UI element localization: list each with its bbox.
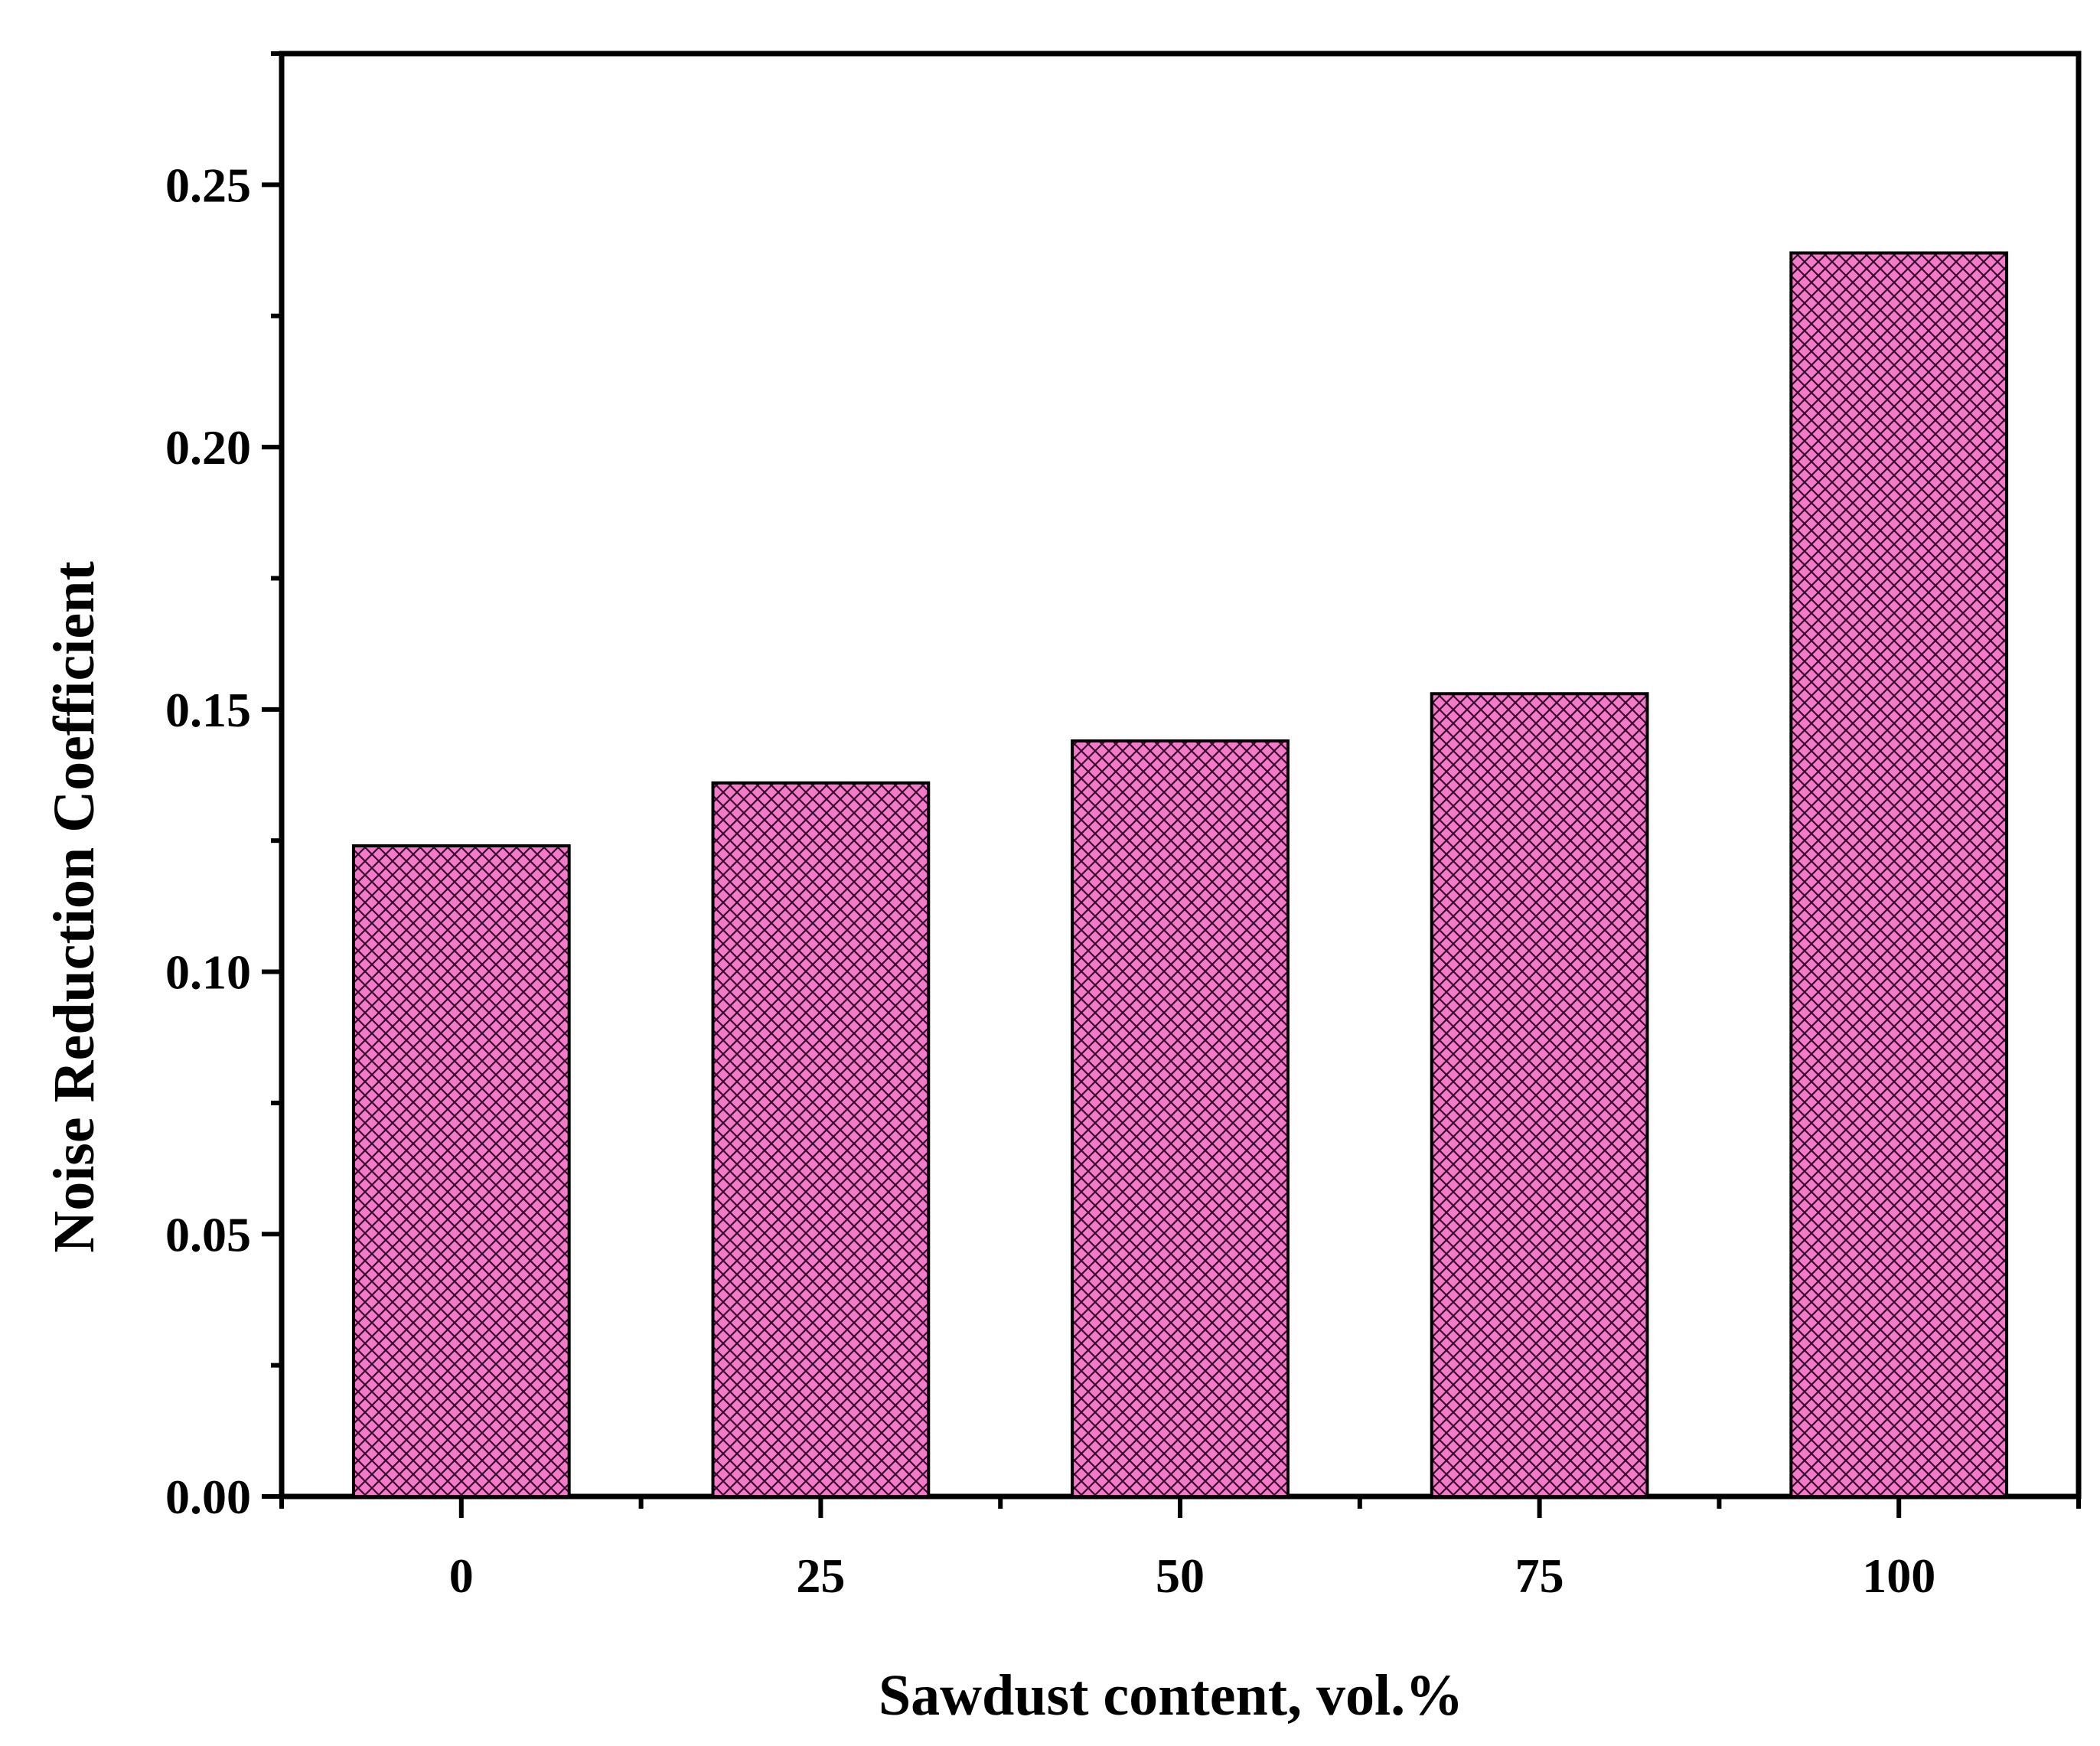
x-tick-label: 75 — [1515, 1549, 1564, 1603]
y-tick-label: 0.05 — [165, 1207, 251, 1261]
y-tick-label: 0.00 — [165, 1470, 251, 1524]
x-tick-label: 25 — [796, 1549, 845, 1603]
y-axis: 0.00 0.05 0.10 0.15 0.20 0.25 — [165, 51, 282, 1524]
y-tick-label: 0.20 — [165, 420, 251, 475]
bar-75 — [1430, 692, 1649, 1498]
x-axis-title: Sawdust content, vol.% — [879, 1663, 1463, 1728]
x-tick-label: 100 — [1862, 1549, 1935, 1603]
y-tick-label: 0.10 — [165, 945, 251, 1000]
bars-group — [351, 251, 2009, 1498]
x-axis: 0 25 50 75 100 — [279, 1496, 2081, 1603]
y-axis-title: Noise Reduction Coefficient — [42, 561, 106, 1252]
x-tick-label: 50 — [1156, 1549, 1205, 1603]
bar-0 — [351, 844, 571, 1498]
x-tick-label: 0 — [449, 1549, 474, 1603]
bar-100 — [1789, 251, 2009, 1498]
bar-50 — [1071, 739, 1290, 1498]
y-tick-label: 0.15 — [165, 683, 251, 737]
y-tick-label: 0.25 — [165, 158, 251, 212]
bar-25 — [711, 781, 931, 1498]
